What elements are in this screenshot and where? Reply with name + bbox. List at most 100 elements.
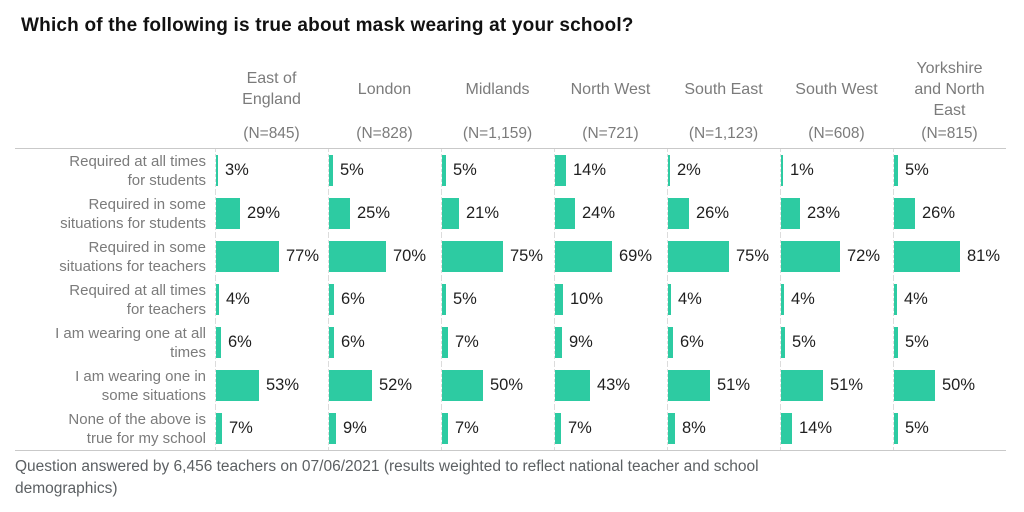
bar-cell: 23%: [780, 192, 893, 235]
bar: [329, 370, 372, 401]
value-label: 7%: [455, 333, 479, 351]
chart-footnote: Question answered by 6,456 teachers on 0…: [15, 458, 759, 497]
bar: [442, 198, 459, 229]
table-row: None of the above is true for my school 7…: [15, 407, 1006, 450]
value-label: 6%: [680, 333, 704, 351]
value-label: 51%: [830, 376, 864, 394]
bar-cell: 52%: [328, 364, 441, 407]
bar-cell: 50%: [441, 364, 554, 407]
value-label: 6%: [341, 290, 365, 308]
bar: [668, 198, 689, 229]
value-label: 9%: [343, 419, 367, 437]
bar: [442, 370, 483, 401]
value-label: 6%: [341, 333, 365, 351]
bar: [668, 327, 673, 358]
bar: [781, 413, 792, 444]
bar-cell: 5%: [780, 321, 893, 364]
bar: [329, 327, 334, 358]
column-header: Yorkshire and North East (N=815): [893, 56, 1006, 151]
bar-cell: 3%: [215, 149, 328, 192]
bar-cell: 26%: [893, 192, 1006, 235]
value-label: 4%: [904, 290, 928, 308]
column-header: South East (N=1,123): [667, 56, 780, 151]
bar: [216, 284, 219, 315]
column-sample-size: (N=828): [356, 125, 413, 142]
bar-cell: 77%: [215, 235, 328, 278]
bar-cell: 5%: [328, 149, 441, 192]
bar-cell: 51%: [667, 364, 780, 407]
bar: [781, 327, 785, 358]
bar: [781, 370, 823, 401]
column-header: East of England (N=845): [215, 56, 328, 151]
bar: [894, 198, 915, 229]
row-label: Required at all times for teachers: [69, 281, 206, 318]
bar-cell: 2%: [667, 149, 780, 192]
bar: [894, 284, 897, 315]
value-label: 7%: [568, 419, 592, 437]
value-label: 10%: [570, 290, 604, 308]
value-label: 26%: [922, 204, 956, 222]
bar: [329, 241, 386, 272]
bar: [216, 370, 259, 401]
bar-cell: 7%: [441, 407, 554, 450]
value-label: 23%: [807, 204, 841, 222]
bar-cell: 69%: [554, 235, 667, 278]
value-label: 75%: [736, 247, 770, 265]
column-header-row: East of England (N=845) London (N=828) Midla…: [15, 56, 1006, 148]
bar: [894, 413, 898, 444]
bar: [329, 155, 333, 186]
bar: [216, 413, 222, 444]
value-label: 52%: [379, 376, 413, 394]
value-label: 24%: [582, 204, 616, 222]
bar-cell: 21%: [441, 192, 554, 235]
value-label: 69%: [619, 247, 653, 265]
value-label: 53%: [266, 376, 300, 394]
value-label: 4%: [226, 290, 250, 308]
bar-cell: 29%: [215, 192, 328, 235]
bar-cell: 24%: [554, 192, 667, 235]
bar-cell: 50%: [893, 364, 1006, 407]
value-label: 7%: [455, 419, 479, 437]
column-header: Midlands (N=1,159): [441, 56, 554, 151]
bar-cell: 6%: [215, 321, 328, 364]
bar: [555, 370, 590, 401]
value-label: 1%: [790, 161, 814, 179]
value-label: 9%: [569, 333, 593, 351]
row-label: None of the above is true for my school: [68, 410, 206, 447]
bar: [555, 198, 575, 229]
value-label: 7%: [229, 419, 253, 437]
value-label: 5%: [905, 333, 929, 351]
bar-cell: 43%: [554, 364, 667, 407]
bar-cell: 75%: [441, 235, 554, 278]
bar: [555, 155, 566, 186]
value-label: 72%: [847, 247, 881, 265]
bar-cell: 5%: [441, 149, 554, 192]
value-label: 5%: [792, 333, 816, 351]
bar-chart: East of England (N=845) London (N=828) Midla…: [15, 56, 1006, 451]
value-label: 81%: [967, 247, 1001, 265]
value-label: 77%: [286, 247, 320, 265]
bar: [442, 413, 448, 444]
chart-body: Required at all times for students 3% 5% 5%…: [15, 148, 1006, 451]
bar-cell: 70%: [328, 235, 441, 278]
bar-cell: 6%: [328, 321, 441, 364]
bar: [555, 284, 563, 315]
header-spacer: [15, 56, 215, 151]
value-label: 8%: [682, 419, 706, 437]
bar: [329, 413, 336, 444]
bar-cell: 53%: [215, 364, 328, 407]
bar-cell: 25%: [328, 192, 441, 235]
bar-cell: 7%: [441, 321, 554, 364]
value-label: 50%: [942, 376, 976, 394]
column-region-label: South West: [795, 80, 878, 98]
value-label: 25%: [357, 204, 391, 222]
bar-cell: 4%: [893, 278, 1006, 321]
bar-cell: 7%: [215, 407, 328, 450]
bar-cell: 8%: [667, 407, 780, 450]
bar-cell: 81%: [893, 235, 1006, 278]
bar: [329, 284, 334, 315]
table-row: Required at all times for students 3% 5% 5%…: [15, 149, 1006, 192]
row-label: I am wearing one at all times: [55, 324, 206, 361]
value-label: 70%: [393, 247, 427, 265]
value-label: 14%: [799, 419, 833, 437]
